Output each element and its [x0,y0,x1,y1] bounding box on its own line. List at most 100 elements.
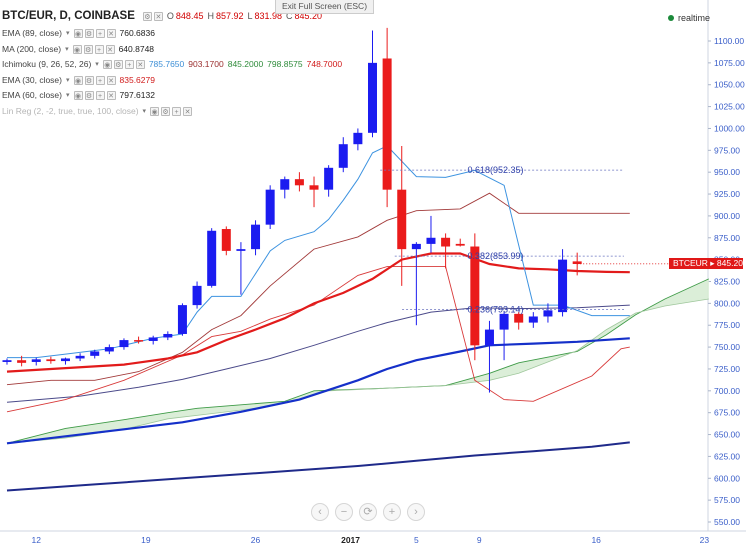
candle-body [411,243,421,250]
fib-level-label: 0.382(853.99) [468,251,524,261]
price-axis-label: 800.00 [714,298,740,308]
low-label: L [247,11,253,21]
settings-icon[interactable]: ⚙ [84,91,94,100]
time-axis-label: 23 [700,535,710,545]
close-icon[interactable]: ✕ [105,44,115,54]
ichimoku-span-a [6,278,709,444]
candle-body [192,285,202,306]
indicator-value: 640.8748 [118,43,155,54]
candle-body [558,259,568,313]
settings-icon[interactable]: ⚙ [161,106,171,116]
plus-icon[interactable]: + [95,75,105,85]
symbol-title[interactable]: BTC/EUR, D, COINBASE [2,10,135,22]
plus-icon[interactable]: + [94,44,104,54]
zoom-in-button[interactable]: + [383,503,401,521]
plus-icon[interactable]: + [124,60,134,69]
open-value: 848.45 [175,11,204,21]
price-axis-label: 775.00 [714,320,740,330]
plus-icon[interactable]: + [95,29,105,38]
dropdown-caret-icon[interactable]: ▾ [95,61,99,68]
candle-body [426,237,436,244]
settings-icon[interactable]: ⚙ [83,44,93,54]
dropdown-caret-icon[interactable]: ▾ [66,92,70,99]
candle-body [280,179,290,190]
candle-body [207,230,217,286]
ichimoku-base-line [6,192,630,386]
ema-30-line [6,252,630,373]
candle-body [455,243,465,246]
indicator-row[interactable]: EMA (60, close) ▾ ◉ ⚙ + ✕ 797.6132 [2,88,155,103]
dropdown-caret-icon[interactable]: ▾ [66,30,70,37]
indicator-row[interactable]: EMA (89, close) ▾ ◉ ⚙ + ✕ 760.6836 [2,26,155,41]
zoom-out-button[interactable]: − [335,503,353,521]
time-axis-label: 2017 [341,535,360,545]
price-axis-label: 825.00 [714,277,740,287]
indicator-value: 785.7650 [148,59,185,69]
close-icon[interactable]: ✕ [106,29,116,38]
scroll-right-button[interactable]: › [407,503,425,521]
price-axis-label: 625.00 [714,451,740,461]
indicator-value: 845.2000 [227,59,264,69]
dropdown-caret-icon[interactable]: ▾ [66,76,70,84]
candle-body [470,246,480,346]
chart-nav-controls: ‹ − ⟳ + › [311,503,425,521]
exit-fullscreen-button[interactable]: Exit Full Screen (ESC) [275,0,375,14]
indicator-value: 835.6279 [119,74,155,85]
indicator-name: EMA (60, close) [2,90,62,100]
indicator-row[interactable]: EMA (30, close) ▾ ◉ ⚙ + ✕ 835.6279 [2,73,155,88]
close-icon[interactable]: ✕ [106,75,116,85]
indicator-row[interactable]: Ichimoku (9, 26, 52, 26) ▾ ◉ ⚙ + ✕ 785.7650 903… [2,57,342,72]
price-axis-label: 1000.00 [714,123,745,133]
ma-200-line [6,441,630,492]
candle-body [368,62,377,133]
price-axis-label: 725.00 [714,364,740,374]
close-icon[interactable]: ✕ [106,91,116,100]
ichimoku-cloud [7,278,709,444]
dropdown-caret-icon[interactable]: ▾ [65,45,69,53]
indicator-row[interactable]: MA (200, close) ▾ ◉ ⚙ + ✕ 640.8748 [2,42,154,57]
close-icon[interactable]: ✕ [153,11,163,21]
candle-body [514,313,524,323]
fib-level-label: 0.618(952.35) [468,165,524,175]
close-value: 845.20 [294,11,323,21]
close-icon[interactable]: ✕ [135,60,145,69]
eye-icon[interactable]: ◉ [73,91,83,100]
settings-icon[interactable]: ⚙ [142,11,152,21]
close-label: C [286,11,293,21]
price-axis-area [708,0,746,548]
dropdown-caret-icon[interactable]: ▾ [142,107,147,115]
price-axis-label: 1025.00 [714,102,745,112]
reset-chart-button[interactable]: ⟳ [359,503,377,521]
eye-icon[interactable]: ◉ [150,106,160,116]
price-axis-label: 575.00 [714,495,740,505]
time-axis-label: 9 [477,535,482,545]
candle-body [441,237,451,247]
candle-body [294,179,304,186]
eye-icon[interactable]: ◉ [72,44,82,54]
plus-icon[interactable]: + [172,106,182,116]
ichimoku-conversion-line [7,145,630,359]
indicator-value: 798.8575 [267,59,303,69]
scroll-left-button[interactable]: ‹ [311,503,329,521]
eye-icon[interactable]: ◉ [73,75,83,85]
close-icon[interactable]: ✕ [183,106,193,116]
candle-body [134,340,144,342]
ichimoku-span-b [6,298,709,444]
candle-body [528,316,538,323]
candle-body [236,249,246,251]
settings-icon[interactable]: ⚙ [84,29,94,38]
indicator-row[interactable]: Lin Reg (2, -2, true, true, 100, close) ▾… [2,104,193,119]
settings-icon[interactable]: ⚙ [84,75,94,85]
indicator-name: Ichimoku (9, 26, 52, 26) [2,59,92,69]
plus-icon[interactable]: + [95,91,105,100]
eye-icon[interactable]: ◉ [73,29,83,38]
eye-icon[interactable]: ◉ [102,60,112,69]
price-axis-label: 900.00 [714,211,740,221]
settings-icon[interactable]: ⚙ [113,60,123,69]
candle-body [251,224,261,250]
candle-body [382,58,392,190]
price-axis-label: 550.00 [714,517,740,527]
realtime-dot-icon [668,15,674,21]
price-axis-label: 600.00 [714,473,740,483]
